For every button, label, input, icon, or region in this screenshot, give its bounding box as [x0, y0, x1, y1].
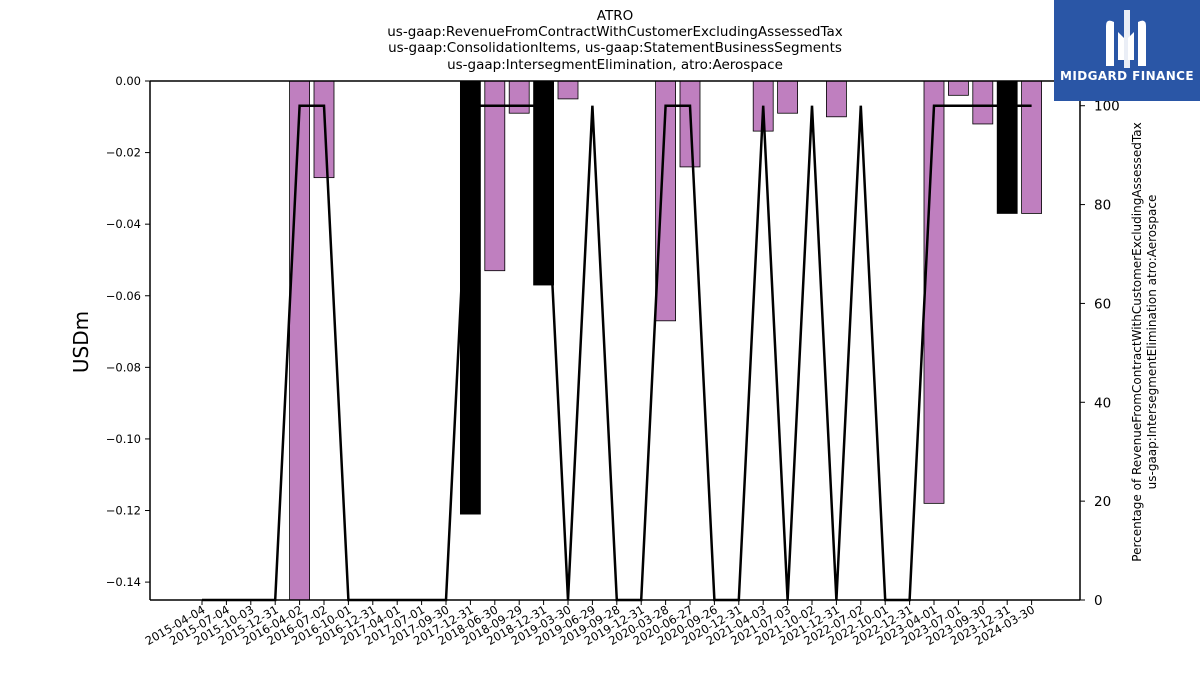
chart-subtitle-1: us-gaap:RevenueFromContractWithCustomerE…: [387, 24, 843, 40]
y-axis-right-label-line-2: us-gaap:IntersegmentElimination atro:Aer…: [1145, 195, 1159, 490]
y-right-tick-label: 100: [1094, 99, 1120, 115]
y-tick-label: −0.02: [106, 146, 141, 160]
logo-mark-icon: [1106, 10, 1146, 68]
bar: [1021, 80, 1042, 214]
bar: [289, 80, 311, 601]
y-tick-label: −0.14: [106, 575, 141, 589]
bar: [972, 80, 994, 125]
chart-title: ATRO: [596, 8, 634, 24]
ticks-layer: 0.00 −0.02 −0.04 −0.06 −0.08 −0.10 −0.12 −0.14 0…: [106, 74, 1120, 648]
bar: [923, 80, 945, 504]
chart-subtitle-2: us-gaap:ConsolidationItems, us-gaap:Stat…: [388, 40, 842, 56]
bar: [996, 80, 1018, 214]
line-layer: [202, 104, 1032, 602]
bar: [948, 80, 969, 96]
y-tick-label: −0.10: [106, 432, 141, 446]
bar: [484, 80, 506, 272]
axes-layer: [149, 80, 1081, 601]
bar: [459, 80, 481, 515]
y-tick-label: −0.06: [106, 289, 141, 303]
y-tick-label: −0.04: [106, 217, 141, 231]
chart-subtitle-3: us-gaap:IntersegmentElimination, atro:Ae…: [447, 57, 783, 73]
bar: [777, 80, 798, 114]
y-right-tick-label: 80: [1094, 198, 1111, 214]
bar: [826, 80, 847, 118]
y-right-tick-label: 60: [1094, 296, 1111, 312]
y-right-tick-label: 20: [1094, 494, 1111, 510]
y-tick-label: −0.08: [106, 360, 141, 374]
bar: [557, 80, 579, 100]
y-axis-label: USDm: [69, 311, 93, 373]
bars-layer: [289, 80, 1042, 601]
percentage-line: [202, 104, 1032, 602]
brand-logo: MIDGARD FINANCE: [1054, 0, 1200, 101]
bar: [508, 80, 530, 114]
y-right-tick-label: 0: [1094, 593, 1103, 609]
y-right-tick-label: 40: [1094, 395, 1111, 411]
logo-text: MIDGARD FINANCE: [1060, 69, 1194, 83]
y-tick-label: 0.00: [115, 74, 141, 88]
y-tick-label: −0.12: [106, 504, 141, 518]
y-axis-right-label-line-1: Percentage of RevenueFromContractWithCus…: [1130, 122, 1144, 561]
